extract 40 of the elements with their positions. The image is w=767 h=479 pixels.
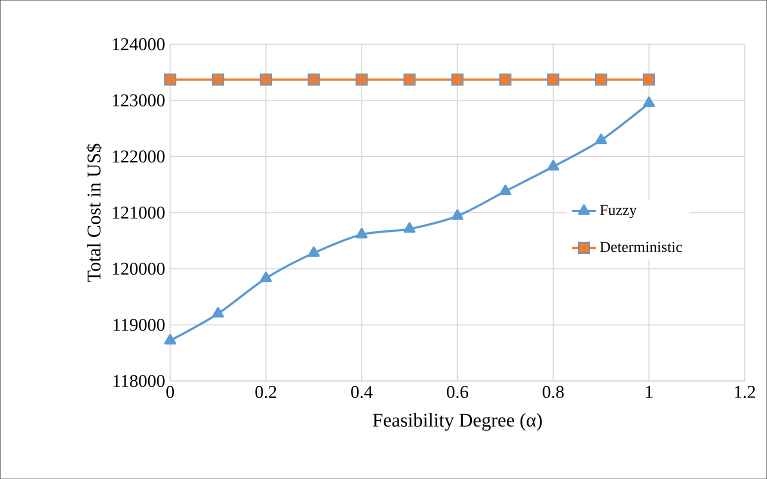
legend-label: Deterministic: [600, 242, 682, 252]
point: [212, 73, 224, 86]
point: [164, 334, 176, 344]
y-tick-label: 123000: [112, 94, 165, 106]
point: [452, 209, 464, 220]
x-tick-label: 0.4: [351, 386, 373, 398]
point: [643, 96, 655, 107]
y-tick-label: 118000: [114, 374, 165, 387]
x-tick-label: 0.8: [542, 386, 564, 398]
point: [356, 228, 368, 238]
y-tick-label: 124000: [112, 38, 165, 50]
point: [595, 133, 607, 144]
point: [547, 160, 560, 170]
point: [308, 246, 320, 257]
y-tick-label: 121000: [112, 206, 165, 219]
point: [595, 73, 608, 86]
x-tick-label: 1.2: [735, 386, 755, 398]
legend-label: Fuzzy: [600, 204, 637, 218]
point: [164, 73, 176, 86]
point: [642, 73, 656, 86]
x-tick-label: 0.2: [255, 386, 276, 398]
y-tick-label: 122000: [112, 150, 165, 162]
point: [260, 73, 272, 86]
point: [308, 73, 320, 86]
point: [260, 272, 272, 282]
point: [403, 73, 416, 86]
point: [356, 73, 368, 86]
point: [499, 184, 512, 196]
point: [547, 73, 560, 86]
x-axis-title: Feasibility Degree (α): [372, 413, 542, 431]
x-tick-label: 0: [166, 386, 174, 398]
point: [212, 306, 224, 318]
point: [451, 73, 464, 86]
point: [404, 222, 416, 233]
y-axis-title: Total Cost in US$: [86, 144, 102, 282]
x-tick-label: 0.6: [446, 386, 468, 398]
point: [499, 73, 512, 86]
y-tick-label: 119000: [114, 318, 165, 331]
x-tick-label: 1: [646, 386, 652, 398]
y-tick-label: 120000: [112, 262, 165, 275]
